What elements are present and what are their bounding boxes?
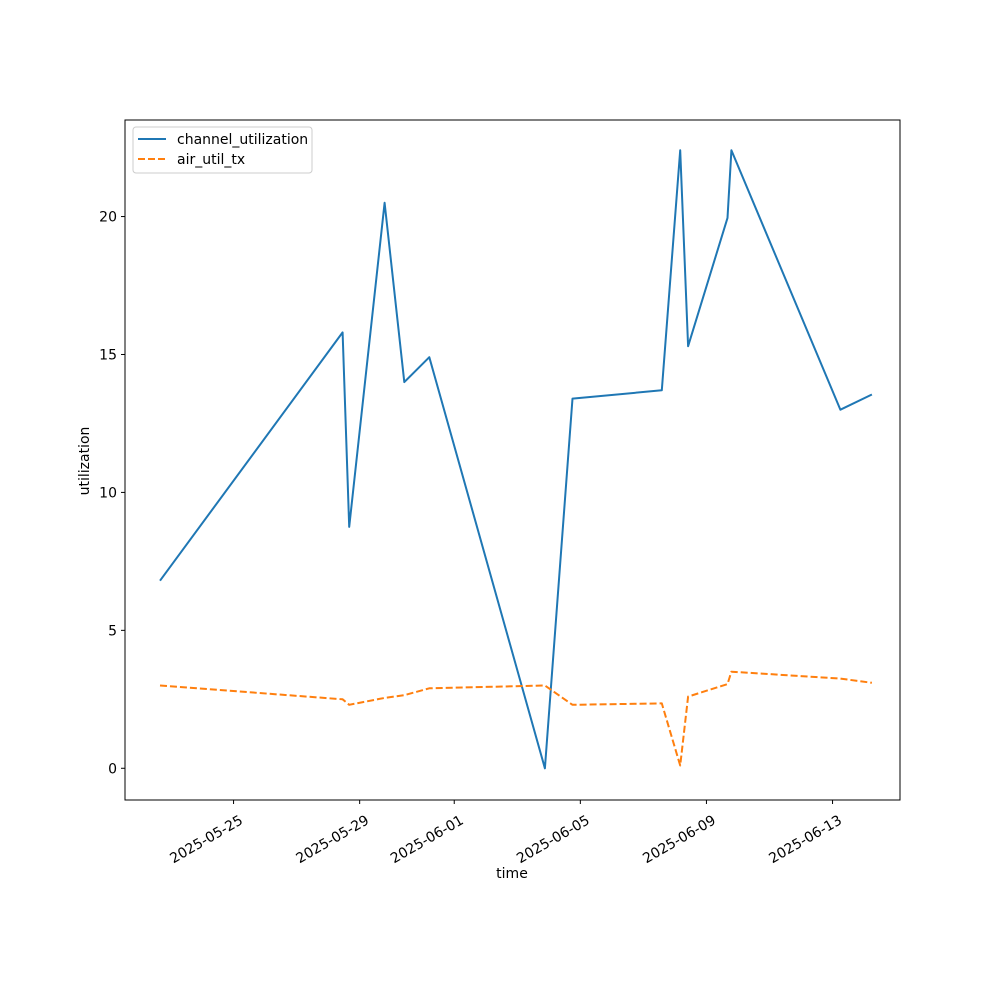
y-tick-label: 10 bbox=[99, 485, 117, 501]
legend: channel_utilization air_util_tx bbox=[132, 126, 313, 174]
y-tick-label: 15 bbox=[99, 347, 117, 363]
series-line-air-util-tx bbox=[159, 670, 873, 767]
series-line-channel-utilization bbox=[159, 149, 873, 770]
series-layer bbox=[159, 149, 873, 770]
y-axis-ticks: 0 5 10 15 20 bbox=[99, 210, 125, 777]
x-axis-label: time bbox=[496, 866, 528, 882]
y-tick-label: 0 bbox=[108, 761, 117, 777]
y-tick-label: 20 bbox=[99, 210, 117, 226]
y-axis-label: utilization bbox=[77, 427, 93, 496]
legend-label-air-util-tx: air_util_tx bbox=[177, 152, 245, 168]
legend-box bbox=[132, 126, 313, 174]
plot-frame bbox=[124, 119, 901, 801]
legend-label-channel-utilization: channel_utilization bbox=[177, 132, 308, 148]
y-tick-label: 5 bbox=[108, 623, 117, 639]
